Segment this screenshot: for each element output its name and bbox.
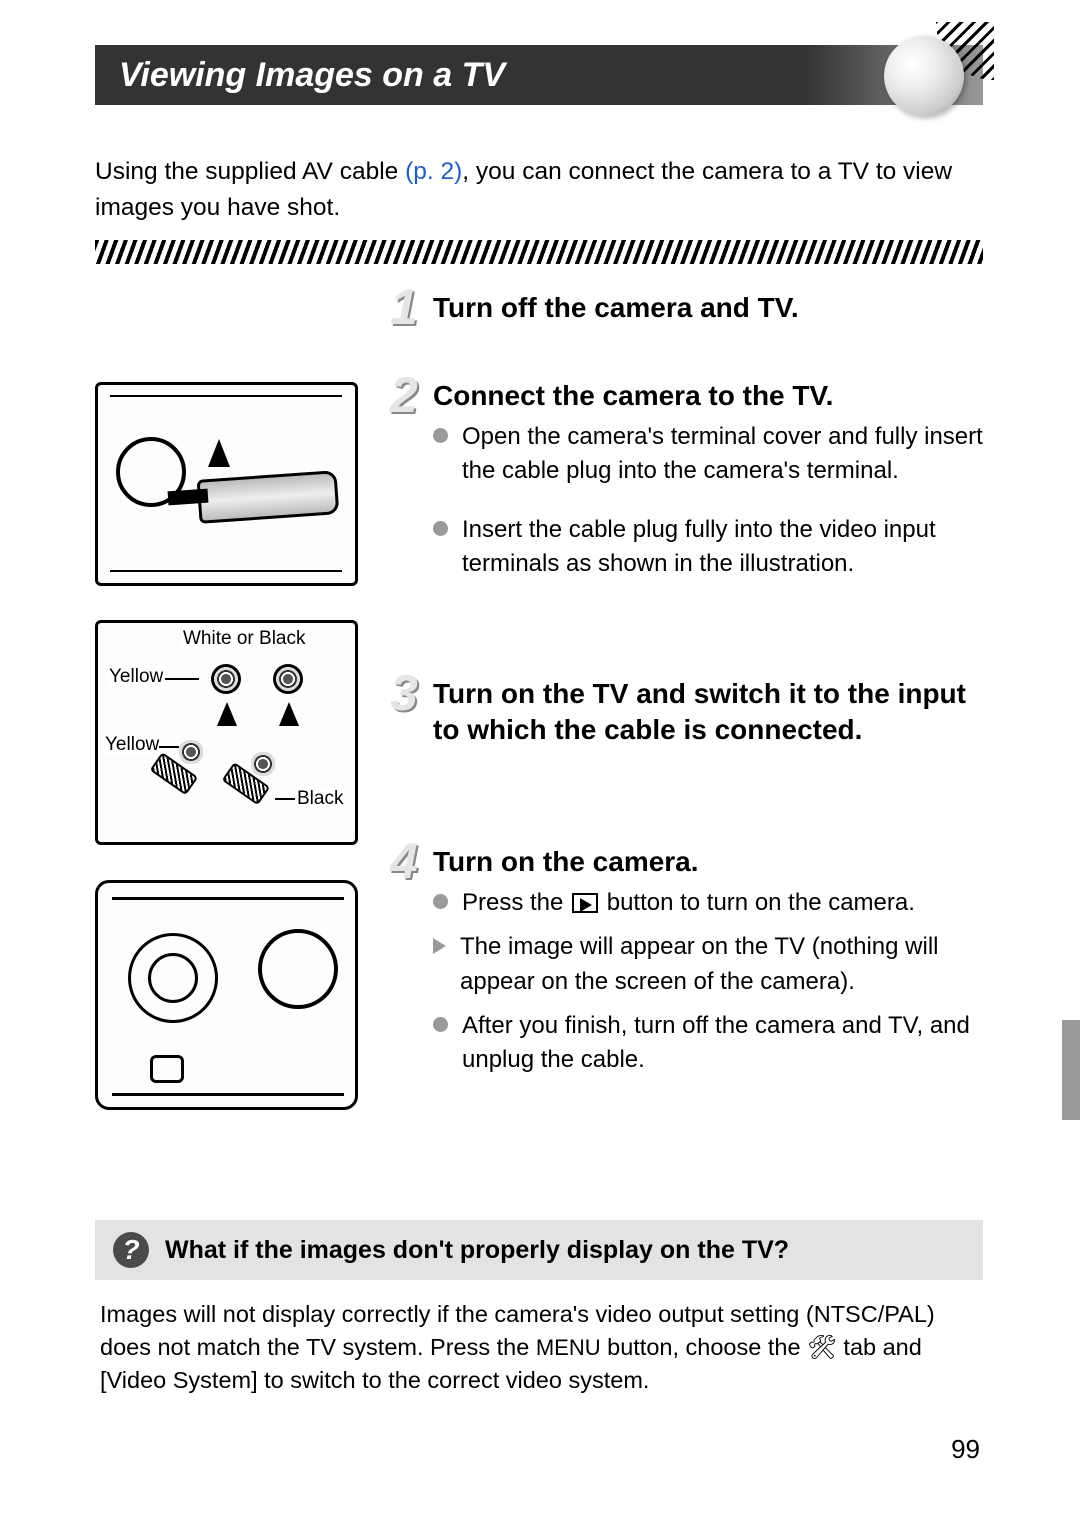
tip-body: Images will not display correctly if the… <box>100 1298 984 1397</box>
step-4: 4 Turn on the camera. Press the button t… <box>95 844 983 1124</box>
intro-link[interactable]: (p. 2) <box>405 158 462 185</box>
step-3: 3 Turn on the TV and switch it to the in… <box>95 676 983 826</box>
step-4-title: Turn on the camera. <box>433 844 983 886</box>
step-2-bullet-2: Insert the cable plug fully into the vid… <box>433 513 983 581</box>
step-1-number: 1 <box>390 282 450 332</box>
bullet-dot-icon <box>433 521 448 536</box>
tip-title: What if the images don't properly displa… <box>165 1236 789 1265</box>
bullet-dot-icon <box>433 428 448 443</box>
title-orb-decor <box>874 26 984 126</box>
bullet-dot-icon <box>433 1017 448 1032</box>
step-4-bullet-1-text: Press the button to turn on the camera. <box>462 886 983 920</box>
step-3-number: 3 <box>390 668 450 718</box>
side-tab <box>1062 1020 1080 1120</box>
hatched-divider <box>95 240 983 264</box>
bullet-dot-icon <box>433 894 448 909</box>
step-4-bullet-1: Press the button to turn on the camera. <box>433 886 983 920</box>
menu-word: MENU <box>536 1335 601 1360</box>
step-1-title: Turn off the camera and TV. <box>433 290 983 332</box>
playback-icon <box>572 893 598 913</box>
step-1: 1 Turn off the camera and TV. <box>95 290 983 360</box>
question-icon: ? <box>113 1232 149 1268</box>
page: Viewing Images on a TV Using the supplie… <box>0 0 1080 1521</box>
step-4-b1-post: button to turn on the camera. <box>600 889 915 916</box>
tip-box: ? What if the images don't properly disp… <box>95 1220 983 1280</box>
step-2-bullet-2-text: Insert the cable plug fully into the vid… <box>462 513 983 581</box>
step-4-bullet-2-text: The image will appear on the TV (nothing… <box>460 930 983 998</box>
step-4-bullet-3: After you finish, turn off the camera an… <box>433 1009 983 1077</box>
step-2-number: 2 <box>390 370 450 420</box>
step-4-bullet-3-text: After you finish, turn off the camera an… <box>462 1009 983 1077</box>
intro-pre: Using the supplied AV cable <box>95 158 405 185</box>
step-4-number: 4 <box>390 836 450 886</box>
step-2-title: Connect the camera to the TV. <box>433 378 983 420</box>
page-title: Viewing Images on a TV <box>119 56 505 95</box>
intro-paragraph: Using the supplied AV cable (p. 2), you … <box>95 154 985 225</box>
step-4-bullet-2: The image will appear on the TV (nothing… <box>433 930 983 998</box>
step-3-title: Turn on the TV and switch it to the inpu… <box>433 676 983 755</box>
step-2-bullet-1: Open the camera's terminal cover and ful… <box>433 420 983 488</box>
step-2: 2 Connect the camera to the TV. Open the… <box>95 378 983 658</box>
step-4-b1-pre: Press the <box>462 889 570 916</box>
title-bar: Viewing Images on a TV <box>95 45 983 105</box>
wrench-icon: 🛠 <box>807 1334 837 1360</box>
steps-region: White or Black Yellow Yellow Black <box>95 290 983 1142</box>
page-number: 99 <box>951 1434 980 1465</box>
step-2-bullet-1-text: Open the camera's terminal cover and ful… <box>462 420 983 488</box>
bullet-arrow-icon <box>433 938 446 954</box>
tip-body-2: button, choose the <box>601 1334 807 1360</box>
